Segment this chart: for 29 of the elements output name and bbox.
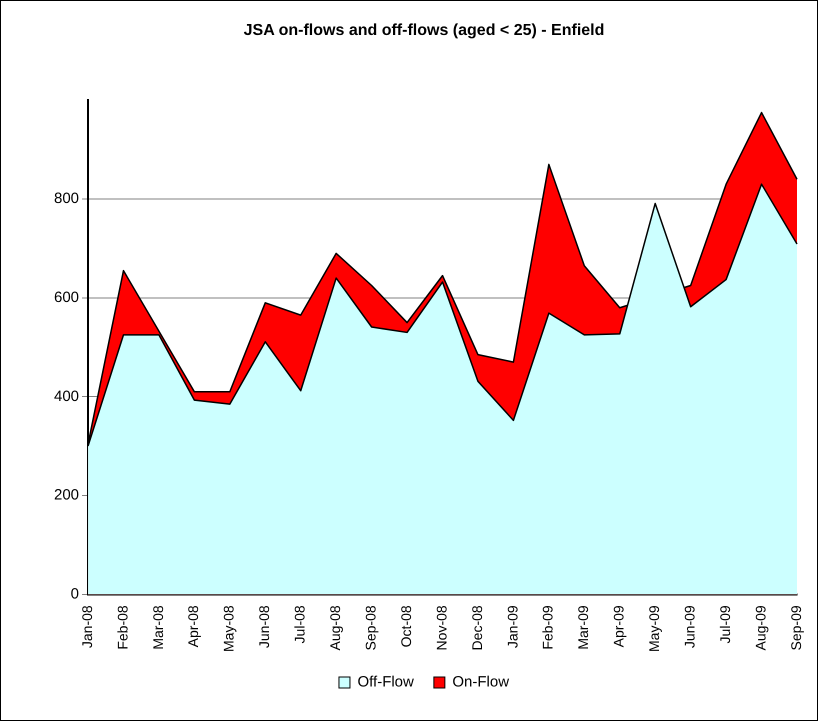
y-tick-label: 200 <box>54 486 80 504</box>
x-tick-label: Sep-08 <box>362 605 378 650</box>
x-tick-label: Jul-08 <box>292 605 308 644</box>
x-tick-label: Apr-09 <box>610 605 627 648</box>
x-tick-label: Oct-08 <box>398 605 414 648</box>
chart-title: JSA on-flows and off-flows (aged < 25) - Enfield <box>244 22 604 40</box>
x-tick-label: Jul-09 <box>716 605 733 644</box>
x-tick-label: Sep-09 <box>788 605 804 650</box>
y-tick-label: 600 <box>54 288 80 306</box>
x-tick-label: Jun-08 <box>256 605 272 648</box>
x-tick-label: Mar-08 <box>150 605 166 650</box>
legend-label: Off-Flow <box>357 674 414 691</box>
y-tick-label: 800 <box>54 190 80 208</box>
x-tick-label: Jan-09 <box>504 605 520 648</box>
x-tick-label: Aug-09 <box>752 605 768 650</box>
x-tick-label: Apr-08 <box>185 605 202 648</box>
x-tick-label: Feb-09 <box>540 605 556 650</box>
x-tick-label: May-08 <box>220 605 237 652</box>
x-tick-label: Dec-08 <box>468 605 485 650</box>
y-tick-label: 400 <box>54 388 80 405</box>
x-tick-label: Aug-08 <box>327 605 344 650</box>
legend-label: On-Flow <box>452 674 510 691</box>
x-tick-label: Feb-08 <box>114 605 130 650</box>
y-tick-label: 0 <box>70 585 80 602</box>
x-tick-label: Nov-08 <box>433 605 450 650</box>
x-tick-label: Mar-09 <box>575 605 592 650</box>
x-tick-label: Jan-08 <box>78 605 95 648</box>
x-tick-label: Jun-09 <box>682 605 698 648</box>
x-tick-label: May-09 <box>646 605 662 652</box>
